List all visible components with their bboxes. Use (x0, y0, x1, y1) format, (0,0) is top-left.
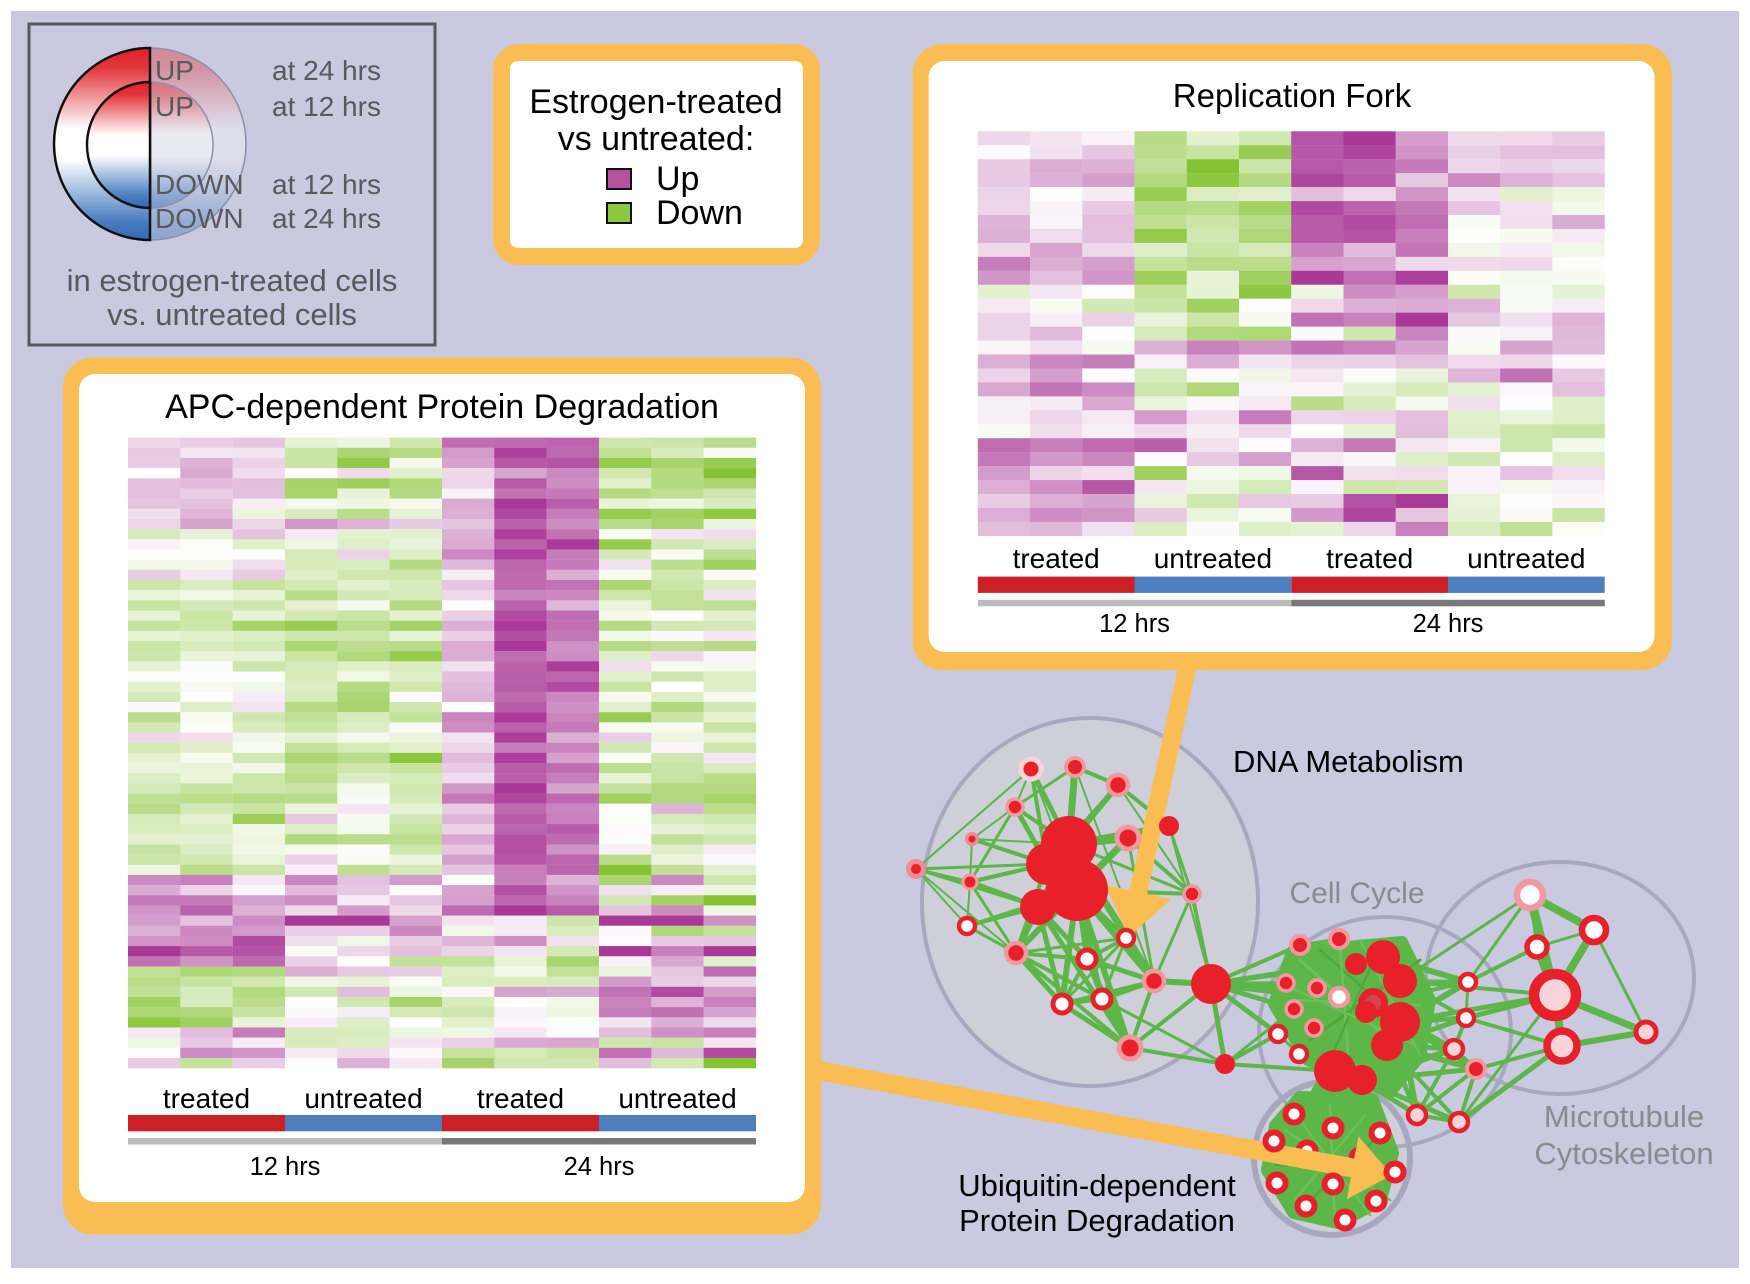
svg-text:at 12 hrs: at 12 hrs (272, 91, 381, 122)
svg-text:untreated: untreated (304, 1083, 422, 1114)
svg-text:treated: treated (1326, 543, 1413, 574)
svg-text:UP: UP (155, 55, 194, 86)
svg-text:treated: treated (477, 1083, 564, 1114)
svg-text:DOWN: DOWN (155, 203, 244, 234)
svg-text:vs untreated:: vs untreated: (558, 120, 755, 158)
svg-text:treated: treated (163, 1083, 250, 1114)
svg-text:at 24 hrs: at 24 hrs (272, 55, 381, 86)
svg-text:Up: Up (656, 160, 699, 198)
svg-text:12 hrs: 12 hrs (1099, 610, 1170, 638)
svg-text:untreated: untreated (1467, 543, 1585, 574)
svg-text:Cell Cycle: Cell Cycle (1289, 877, 1424, 910)
svg-text:untreated: untreated (618, 1083, 736, 1114)
svg-text:APC-dependent Protein Degradat: APC-dependent Protein Degradation (165, 388, 719, 426)
svg-text:DNA Metabolism: DNA Metabolism (1233, 744, 1464, 779)
svg-text:Cytoskeleton: Cytoskeleton (1534, 1136, 1713, 1171)
svg-text:Microtubule: Microtubule (1544, 1099, 1704, 1134)
svg-text:vs. untreated cells: vs. untreated cells (107, 297, 357, 332)
svg-text:12 hrs: 12 hrs (250, 1153, 321, 1181)
svg-text:Down: Down (656, 194, 743, 232)
svg-text:at 12 hrs: at 12 hrs (272, 169, 381, 200)
svg-text:UP: UP (155, 91, 194, 122)
svg-text:at 24 hrs: at 24 hrs (272, 203, 381, 234)
svg-text:in estrogen-treated cells: in estrogen-treated cells (67, 263, 398, 298)
svg-text:Ubiquitin-dependent: Ubiquitin-dependent (958, 1168, 1236, 1203)
svg-text:Protein Degradation: Protein Degradation (959, 1203, 1235, 1238)
svg-text:DOWN: DOWN (155, 169, 244, 200)
svg-text:24 hrs: 24 hrs (564, 1153, 635, 1181)
svg-text:untreated: untreated (1154, 543, 1272, 574)
svg-text:24 hrs: 24 hrs (1413, 610, 1484, 638)
svg-text:Estrogen-treated: Estrogen-treated (529, 83, 782, 121)
svg-text:treated: treated (1013, 543, 1100, 574)
svg-text:Replication Fork: Replication Fork (1173, 77, 1412, 114)
